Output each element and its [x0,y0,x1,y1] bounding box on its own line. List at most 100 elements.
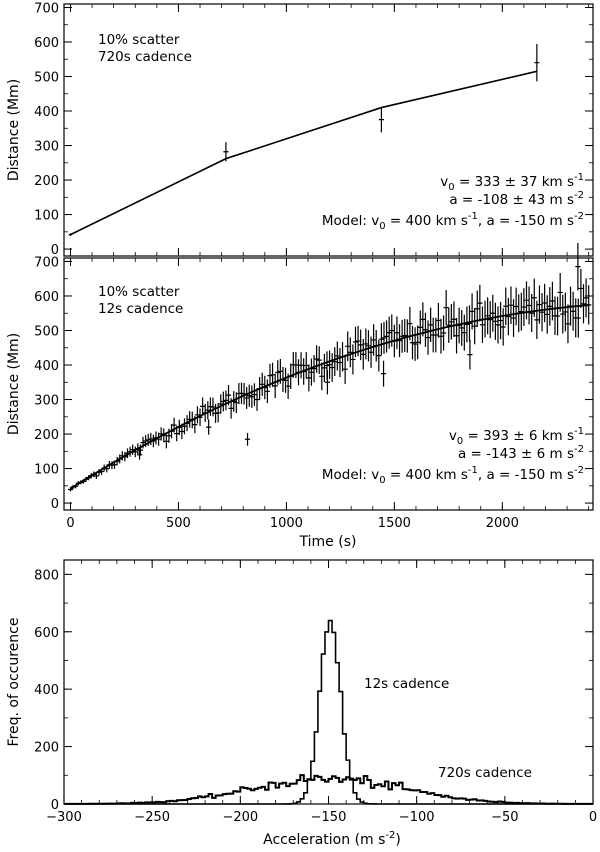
middle-outlier-4 [380,360,387,387]
middle-ytick-label-0: 0 [51,497,59,512]
middle-point-107 [345,331,351,362]
middle-point-164 [492,302,498,340]
middle-point-166 [497,301,504,340]
bottom-xtick-label-0: −300 [46,810,82,825]
top-fit-a: a = -108 ± 43 m s-2 [449,190,584,208]
middle-point-122 [383,320,390,353]
top-ylabel: Distance (Mm) [6,79,22,181]
middle-point-182 [539,292,545,332]
middle-point-53 [205,401,211,420]
middle-point-138 [425,320,431,355]
middle-point-163 [490,294,496,332]
middle-point-132 [409,325,416,360]
histogram-720s-cadence [64,774,593,805]
middle-ytick-label-6: 600 [34,290,59,305]
middle-xtick-label-2: 1000 [270,516,303,531]
middle-point-188 [554,296,561,336]
middle-annotation-scatter: 10% scatter [98,284,180,300]
middle-point-136 [420,302,426,337]
bottom-xtick-label-3: −150 [311,810,347,825]
top-ytick-label-3: 300 [34,140,59,155]
middle-point-141 [433,317,439,353]
middle-point-115 [365,330,372,362]
bottom-ytick-label-3: 600 [34,626,59,641]
bottom-xtick-label-2: −200 [222,810,258,825]
middle-ylabel: Distance (Mm) [6,333,22,435]
middle-point-134 [415,325,421,360]
middle-point-142 [435,303,441,338]
middle-point-156 [472,307,478,345]
middle-model-text: Model: v0 = 400 km s-1, a = -150 m s-2 [322,465,584,486]
middle-point-176 [523,281,530,320]
middle-fit-line [70,304,589,490]
middle-point-175 [521,288,527,327]
middle-point-83 [282,367,289,393]
middle-point-189 [557,273,563,312]
middle-panel: 0 500 1000 1500 2000 0 100 200 300 400 500 600 700 D… [6,242,594,550]
middle-outlier-2 [244,432,251,446]
middle-point-95 [314,345,320,373]
bottom-xtick-label-1: −250 [134,810,170,825]
middle-point-192 [565,304,571,344]
middle-point-194 [570,291,576,331]
middle-ytick-label-2: 200 [34,428,59,443]
top-frame [63,3,594,257]
middle-point-183 [542,283,548,323]
middle-point-108 [347,337,353,368]
middle-fit-v0: v0 = 393 ± 6 km s-1 [449,426,584,447]
middle-point-190 [560,294,566,334]
middle-fit-a-value: -143 ± 6 m s [486,446,574,462]
middle-point-100 [326,350,333,379]
middle-ticks [64,258,593,510]
middle-point-70 [249,385,255,408]
legend-720s-cadence: 720s cadence [438,765,532,781]
top-point-2 [378,106,384,133]
middle-point-167 [500,308,506,346]
middle-point-149 [453,317,460,354]
middle-point-196 [575,298,581,338]
bottom-xtick-label-6: 0 [589,810,597,825]
middle-outlier-0 [136,449,143,460]
middle-point-49 [194,406,201,424]
top-ticks [64,4,593,256]
middle-point-155 [469,293,475,330]
bottom-panel: −300 −250 −200 −150 −100 −50 0 0 200 400 600 800 Fr… [6,559,597,848]
middle-point-37 [163,434,169,449]
middle-point-145 [443,290,449,326]
middle-point-171 [510,299,517,337]
middle-point-76 [264,379,270,404]
middle-point-143 [438,318,444,354]
middle-point-185 [547,287,553,326]
middle-ytick-label-4: 400 [34,359,59,374]
middle-point-178 [529,294,535,333]
top-fit-a-value: -108 ± 43 m s [478,192,574,208]
middle-point-114 [363,328,369,360]
middle-point-151 [459,310,465,346]
top-point-1 [223,142,229,162]
middle-point-35 [158,427,164,441]
middle-point-165 [495,306,501,344]
middle-point-104 [337,347,343,378]
middle-point-43 [179,423,185,440]
top-tick-labels: 0 100 200 300 400 500 600 700 [34,1,59,258]
middle-point-31 [148,432,154,446]
middle-point-89 [298,352,304,379]
top-annotation-scatter: 10% scatter [98,32,180,48]
middle-point-197 [578,268,584,308]
middle-point-74 [259,372,265,396]
middle-frame [63,257,594,511]
middle-point-161 [485,297,491,335]
middle-fit-a: a = -143 ± 6 m s-2 [458,444,584,462]
middle-outlier-3 [324,370,331,395]
bottom-xtick-label-5: −50 [491,810,518,825]
middle-point-148 [451,301,457,338]
middle-xlabel: Time (s) [299,534,357,550]
middle-point-98 [321,353,327,382]
middle-point-159 [479,306,486,344]
middle-point-131 [407,307,413,341]
middle-point-71 [251,383,258,406]
middle-point-121 [381,321,387,354]
middle-point-152 [461,314,467,351]
middle-fit-a-exp: -2 [574,444,584,455]
middle-point-109 [350,344,356,375]
